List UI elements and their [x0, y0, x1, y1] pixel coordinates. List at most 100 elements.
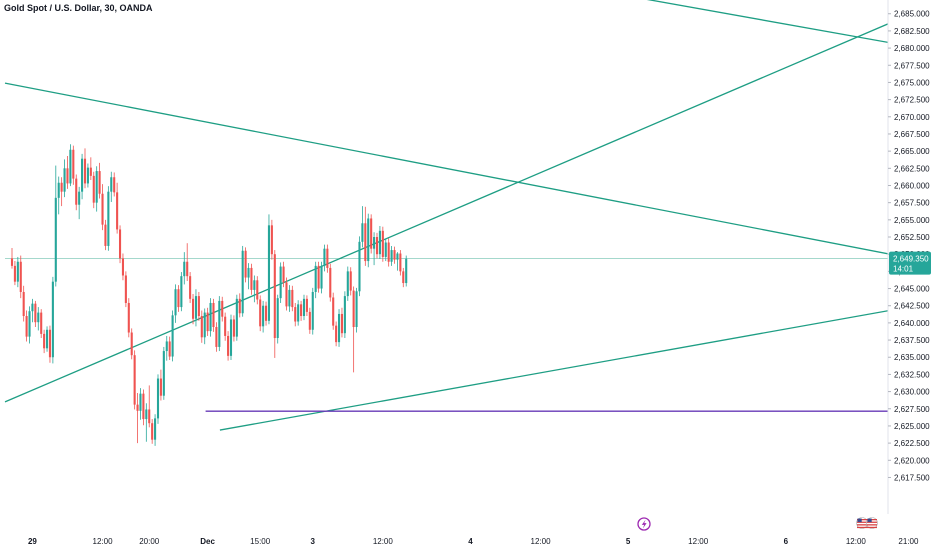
candle-body [355, 291, 358, 328]
candle-body [37, 312, 40, 323]
candle [45, 326, 49, 352]
time-axis-label: 12:00 [531, 537, 552, 546]
candle-body [136, 404, 139, 411]
candle [282, 261, 285, 288]
time-axis-label: 12:00 [846, 537, 867, 546]
price-axis[interactable]: 2,617.500 2,620.000 2,622.500 2,625.000 2,62… [887, 0, 930, 514]
candle [256, 276, 259, 305]
time-axis-icons[interactable] [637, 517, 878, 531]
candle-body [364, 223, 367, 262]
price-axis-label: 2,685.000 [894, 10, 930, 19]
candle [317, 261, 320, 293]
candle-body [183, 261, 186, 277]
candle-body [361, 223, 364, 242]
candle [241, 245, 244, 317]
candle-body [218, 300, 221, 347]
candle [81, 153, 84, 200]
candle-body [186, 261, 189, 277]
candle [253, 275, 256, 303]
candle [177, 285, 180, 312]
candle-body [317, 265, 320, 289]
candle-body [291, 289, 294, 308]
candle-body [159, 378, 162, 396]
price-axis-label: 2,645.000 [894, 285, 930, 294]
time-axis-label: 20:00 [139, 537, 160, 546]
candle-body [262, 305, 265, 327]
candle-body [285, 282, 288, 307]
candle-body [43, 333, 46, 349]
candle-body [116, 192, 119, 230]
candle [95, 166, 98, 212]
candle [151, 419, 154, 444]
candle [300, 300, 303, 321]
candle [43, 329, 46, 354]
last-price-value: 2,649.350 [893, 255, 929, 264]
candle-body [133, 355, 136, 405]
candle-body [393, 250, 396, 260]
candle-body [113, 177, 116, 193]
price-axis-label: 2,665.000 [894, 147, 930, 156]
time-axis-label: 12:00 [93, 537, 114, 546]
lightning-icon[interactable] [637, 517, 651, 531]
candle-body [267, 225, 271, 321]
candle-body [253, 280, 256, 290]
candle [358, 236, 361, 297]
candle-body [302, 298, 306, 317]
time-axis[interactable]: 29 12:00 20:00 Dec 15:00 3 12:00 4 12:00 5 12:00 6 1… [0, 528, 919, 546]
candle [156, 374, 160, 424]
candle-body [83, 158, 87, 184]
bar-countdown: 14:01 [893, 265, 914, 274]
candle-body [124, 275, 127, 303]
candle-body [151, 423, 154, 440]
candle-body [51, 281, 54, 358]
candle [154, 414, 157, 446]
candle-body [95, 171, 98, 203]
time-axis-label: 21:00 [898, 537, 919, 546]
candle-body [60, 182, 63, 192]
candle-body [13, 265, 16, 282]
candle-body [63, 168, 66, 192]
candle-body [215, 327, 218, 347]
candle [305, 295, 308, 317]
candle [279, 262, 282, 303]
candle-body [177, 289, 180, 308]
candle [294, 302, 297, 327]
candle [191, 294, 195, 325]
candle-body [370, 218, 373, 249]
candle [311, 287, 314, 335]
candle [212, 298, 215, 332]
candle [116, 182, 119, 234]
us-flag-icon[interactable] [866, 517, 878, 529]
candle-body [387, 242, 390, 262]
candle-body [288, 289, 291, 307]
candle [288, 285, 291, 312]
candle-body [142, 393, 145, 420]
candle-body [92, 175, 95, 203]
candle [332, 292, 335, 330]
price-axis-label: 2,625.000 [894, 422, 930, 431]
candle-body [378, 230, 381, 255]
candle [48, 325, 52, 363]
candle-body [323, 248, 326, 266]
candle [250, 263, 253, 295]
price-axis-label: 2,617.500 [894, 473, 930, 482]
candle [326, 244, 329, 273]
candle [302, 294, 306, 321]
candle-body [209, 302, 212, 332]
candle-body [399, 253, 402, 272]
candle [367, 213, 370, 268]
candle [121, 253, 125, 281]
candle [235, 294, 238, 341]
time-axis-label: 6 [784, 537, 789, 546]
candle-body [308, 311, 311, 330]
candle-body [273, 254, 276, 339]
price-axis-label: 2,635.000 [894, 353, 930, 362]
candle-body [279, 266, 282, 299]
us-flag-icon[interactable] [856, 517, 868, 529]
candle-body [367, 218, 370, 262]
price-axis-label: 2,630.000 [894, 388, 930, 397]
candle-body [72, 149, 75, 179]
candle [83, 148, 87, 189]
price-axis-label: 2,627.500 [894, 405, 930, 414]
